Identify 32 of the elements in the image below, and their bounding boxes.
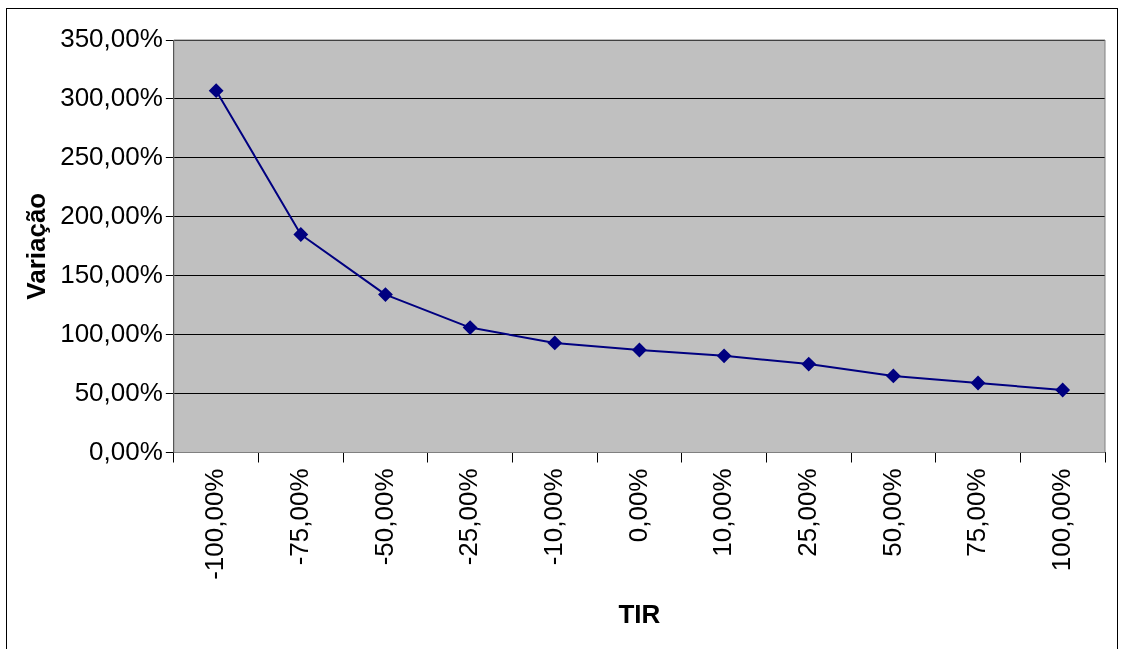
point: [463, 320, 478, 335]
y-tick-label: 250,00%: [60, 141, 163, 172]
point: [293, 227, 308, 242]
x-tick-label: -10,00%: [537, 468, 568, 566]
point: [209, 83, 224, 98]
x-tick-label: 25,00%: [791, 468, 822, 557]
y-tick-label: 50,00%: [74, 376, 163, 407]
y-tick-label: 150,00%: [60, 258, 163, 289]
y-axis-title: Variação: [20, 192, 51, 300]
point: [717, 348, 732, 363]
x-tick-label: -100,00%: [199, 468, 230, 580]
y-tick-label: 100,00%: [60, 317, 163, 348]
y-tick-label: 350,00%: [60, 23, 163, 54]
x-tick-label: 0,00%: [622, 468, 653, 543]
y-tick-label: 300,00%: [60, 82, 163, 113]
x-tick-label: 75,00%: [961, 468, 992, 557]
x-tick-label: -25,00%: [453, 468, 484, 566]
x-tick-label: 10,00%: [707, 468, 738, 557]
x-tick-label: -50,00%: [368, 468, 399, 566]
point: [886, 368, 901, 383]
point: [378, 287, 393, 302]
x-tick-label: 50,00%: [876, 468, 907, 557]
point: [801, 357, 816, 372]
point: [632, 342, 647, 357]
y-tick-label: 0,00%: [89, 435, 163, 466]
x-tick-label: 100,00%: [1045, 468, 1076, 572]
point: [971, 375, 986, 390]
point: [547, 335, 562, 350]
y-tick-label: 200,00%: [60, 199, 163, 230]
point: [1055, 383, 1070, 398]
x-tick-label: -75,00%: [283, 468, 314, 566]
x-axis-title: TIR: [618, 598, 661, 629]
